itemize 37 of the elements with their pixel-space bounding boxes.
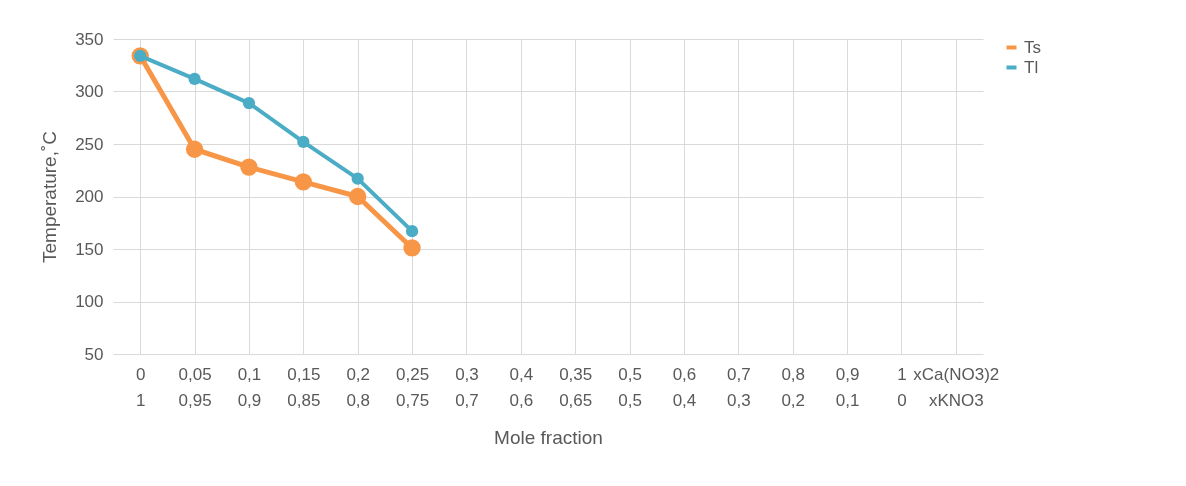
- point: [297, 135, 310, 149]
- x-tick-label: 0,3 0,7: [455, 364, 479, 410]
- x-tick-label: xCa(NO3)2 xKNO3: [913, 364, 1000, 410]
- y-axis-title: Temperature,˚C: [39, 131, 61, 263]
- legend-label: Tl: [1024, 57, 1039, 77]
- point: [294, 173, 312, 191]
- y-tick-label: 100: [75, 292, 104, 311]
- x-tick-label: 0 1: [135, 364, 146, 410]
- point: [242, 96, 256, 110]
- y-tick-label: 250: [75, 134, 104, 154]
- point: [349, 187, 367, 206]
- point: [405, 225, 419, 238]
- y-tick-label: 300: [75, 82, 104, 101]
- y-tick-label: 350: [75, 29, 104, 49]
- x-tick-label: 0,35 0,65: [559, 364, 593, 410]
- point: [240, 158, 258, 176]
- x-axis-title: Mole fraction: [494, 426, 603, 448]
- x-tick-label: 0,8 0,2: [781, 364, 806, 410]
- point: [351, 172, 364, 185]
- legend-label: Ts: [1024, 37, 1041, 57]
- x-tick-label: 1 0: [897, 364, 907, 410]
- x-tick-label: 0,9 0,1: [835, 364, 860, 410]
- x-tick-label: 0,1 0,9: [237, 364, 262, 410]
- x-tick-label: 0,2 0,8: [346, 364, 371, 410]
- point: [185, 140, 204, 158]
- x-tick-label: 0,7 0,3: [726, 364, 751, 410]
- x-tick-label: 0,05 0,95: [178, 364, 212, 410]
- point: [188, 72, 201, 86]
- y-tick-label: 50: [84, 344, 104, 364]
- point: [403, 239, 421, 257]
- x-tick-label: 0,15 0,85: [287, 364, 321, 410]
- y-tick-label: 150: [75, 239, 104, 259]
- y-tick-label: 200: [75, 187, 104, 206]
- x-tick-label: 0,4 0,6: [509, 364, 534, 410]
- x-tick-label: 0,6 0,4: [672, 364, 697, 410]
- x-tick-label: 0,5 0,5: [618, 364, 642, 410]
- x-tick-label: 0,25 0,75: [396, 364, 430, 410]
